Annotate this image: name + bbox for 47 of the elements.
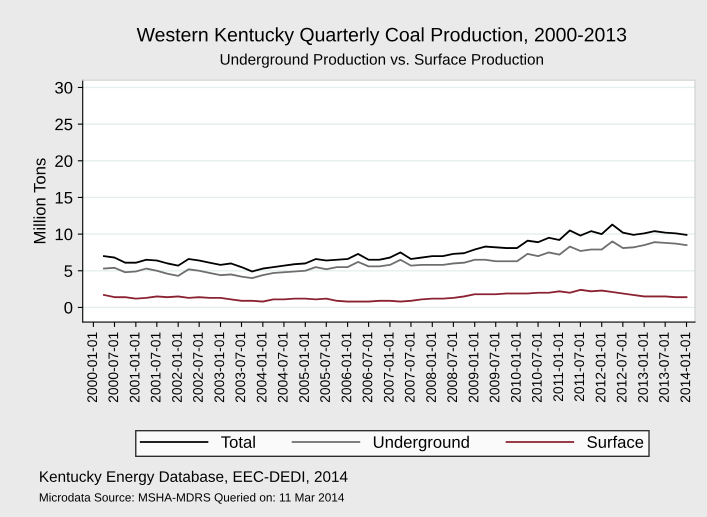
x-tick-label: 2008-07-01 xyxy=(447,332,458,402)
x-tick-label: 2007-01-01 xyxy=(384,332,394,402)
legend-label: Underground xyxy=(374,436,469,452)
line-series xyxy=(103,240,688,280)
legend-label: Surface xyxy=(587,436,644,448)
y-tick-label: 0 xyxy=(64,302,72,314)
x-tick-label: 2006-01-01 xyxy=(342,332,352,402)
x-tick-label: 2005-07-01 xyxy=(320,332,330,402)
chart-subtitle: Underground Production vs. Surface Production xyxy=(220,54,544,68)
text: Microdata Source: MSHA-MDRS Queried on: 11 Mar 2014 xyxy=(40,492,344,504)
x-tick-label: 2001-01-01 xyxy=(130,332,140,402)
y-tick-label: 20 xyxy=(55,155,72,167)
y-tick-label: 5 xyxy=(64,265,72,277)
y-tick-label: 30 xyxy=(55,82,72,94)
x-tick-label: 2004-01-01 xyxy=(256,332,267,402)
x-tick-label: 2011-01-01 xyxy=(553,332,564,402)
x-tick-label: 2010-07-01 xyxy=(532,332,542,402)
x-tick-label: 2007-07-01 xyxy=(404,332,415,402)
y-tick-label: 25 xyxy=(55,118,72,130)
x-tick-label: 2006-07-01 xyxy=(362,332,372,402)
x-tick-label: 2000-07-01 xyxy=(108,332,118,402)
x-tick-label: 2008-01-01 xyxy=(426,332,436,402)
x-tick-label: 2011-07-01 xyxy=(574,332,584,402)
line-series xyxy=(103,288,688,302)
x-tick-label: 2013-01-01 xyxy=(638,332,648,402)
x-tick-label: 2002-07-01 xyxy=(193,332,203,402)
y-tick-label: 10 xyxy=(56,228,72,240)
line-series xyxy=(103,224,688,272)
x-tick-label: 2005-01-01 xyxy=(299,332,310,402)
x-tick-label: 2009-01-01 xyxy=(468,332,478,402)
x-tick-label: 2010-01-01 xyxy=(510,332,521,402)
chart-title: Western Kentucky Quarterly Coal Production, 2000-2013 xyxy=(136,27,626,46)
x-tick-label: 2001-07-01 xyxy=(150,332,161,402)
y-axis-title: Million Tons xyxy=(33,158,46,244)
x-tick-label: 2003-07-01 xyxy=(235,332,246,402)
x-tick-label: 2014-01-01 xyxy=(680,332,690,402)
text: Kentucky Energy Database, EEC-DEDI, 2014 xyxy=(40,470,348,486)
x-tick-label: 2013-07-01 xyxy=(659,332,669,402)
x-tick-label: 2004-07-01 xyxy=(278,332,288,402)
x-tick-label: 2002-01-01 xyxy=(172,332,182,402)
x-tick-label: 2003-01-01 xyxy=(214,332,224,402)
x-tick-label: 2012-01-01 xyxy=(596,332,606,402)
x-tick-label: 2012-07-01 xyxy=(616,332,627,402)
x-tick-label: 2009-07-01 xyxy=(490,332,500,402)
x-tick-label: 2000-01-01 xyxy=(87,332,98,402)
y-tick-label: 15 xyxy=(56,192,72,204)
legend-label: Total xyxy=(221,436,255,448)
